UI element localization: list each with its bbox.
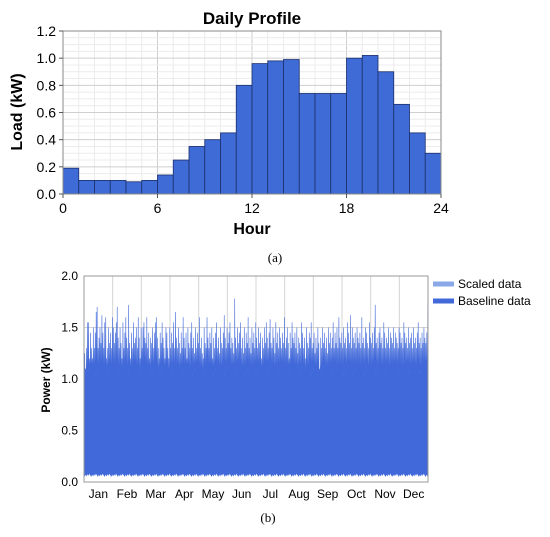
chart-a-y-tick-label: 0.6 — [37, 105, 57, 121]
chart-a-bar — [330, 93, 347, 195]
chart-a-x-tick-label: 24 — [433, 200, 449, 216]
chart-b-series — [83, 298, 429, 483]
chart-a-bar — [220, 132, 237, 195]
chart-a-bar — [267, 60, 284, 195]
caption-b: (b) — [260, 510, 275, 525]
chart-a-bar — [109, 180, 127, 195]
chart-b-x-tick-label: Aug — [288, 487, 309, 501]
chart-b-x-tick-label: Nov — [374, 487, 395, 501]
chart-a-y-tick-label: 1.2 — [37, 23, 57, 39]
chart-a-bar — [188, 146, 206, 195]
chart-b-x-tick-label: Dec — [403, 487, 424, 501]
chart-a-bar — [283, 59, 300, 195]
chart-a-x-tick-label: 0 — [59, 200, 67, 216]
chart-a-bar — [141, 180, 158, 195]
chart-a-bar — [424, 152, 442, 195]
chart-b-y-ticks: 0.0 0.5 1.0 1.5 2.0 — [61, 269, 78, 489]
chart-a-y-tick-label: 0.2 — [37, 159, 57, 175]
chart-a-y-ticks: 0.0 0.2 0.4 0.6 0.8 1.0 1.2 — [37, 23, 63, 202]
chart-a-bar — [125, 181, 143, 195]
legend-label-scaled: Scaled data — [458, 277, 522, 291]
chart-a-y-label: Load (kW) — [9, 73, 26, 150]
chart-b-y-tick-label: 1.0 — [61, 372, 78, 386]
chart-a-bar — [157, 174, 174, 195]
chart-b-x-tick-label: Apr — [175, 487, 194, 501]
chart-a-bar — [172, 159, 190, 195]
caption-a: (a) — [268, 250, 282, 265]
chart-a-bar — [62, 167, 80, 195]
chart-b-x-tick-label: Jun — [232, 487, 251, 501]
series-baseline-trough — [84, 473, 428, 482]
series-baseline-data — [83, 298, 429, 483]
legend-label-baseline: Baseline data — [458, 294, 531, 308]
chart-b-x-tick-label: Sep — [317, 487, 339, 501]
chart-a-bar — [251, 63, 269, 195]
chart-a-bars — [62, 55, 442, 195]
chart-b-x-tick-label: Mar — [145, 487, 166, 501]
chart-b-plot-frame — [83, 275, 429, 483]
chart-a-x-tick-label: 12 — [244, 200, 260, 216]
chart-b-y-tick-label: 0.0 — [61, 475, 78, 489]
chart-a-bar — [409, 132, 426, 195]
chart-b-legend: Scaled data Baseline data — [433, 277, 531, 308]
chart-a-bar — [78, 180, 95, 195]
chart-b-x-ticks: Jan Feb Mar Apr May Jun Jul Aug Sep Oct Nov Dec — [89, 487, 425, 501]
chart-b-x-tick-label: Feb — [117, 487, 138, 501]
chart-a-x-label: Hour — [233, 221, 270, 238]
chart-b-x-tick-label: May — [202, 487, 225, 501]
chart-b-x-tick-label: Oct — [347, 487, 366, 501]
chart-a-y-tick-label: 0.0 — [37, 186, 57, 202]
chart-b-y-label: Power (kW) — [39, 347, 53, 412]
chart-a-x-tick-label: 6 — [154, 200, 162, 216]
chart-a-title: Daily Profile — [203, 9, 301, 28]
daily-profile-chart: Daily Profile 0.0 0.2 0.4 0.6 0.8 1.0 1.2 0 6 12… — [9, 9, 449, 265]
chart-b-y-tick-label: 2.0 — [61, 269, 78, 283]
chart-a-x-tick-label: 18 — [339, 200, 355, 216]
annual-power-chart: 0.0 0.5 1.0 1.5 2.0 Jan Feb Mar Apr May Jun Jul Aug… — [39, 269, 531, 525]
chart-b-x-tick-label: Jul — [263, 487, 278, 501]
chart-a-y-tick-label: 0.4 — [37, 132, 57, 148]
chart-a-bar — [314, 93, 332, 195]
chart-a-x-ticks: 0 6 12 18 24 — [59, 194, 449, 216]
chart-a-bar — [298, 93, 316, 195]
chart-a-y-tick-label: 0.8 — [37, 77, 57, 93]
chart-a-bar — [346, 57, 363, 195]
chart-a-bar — [235, 84, 253, 195]
chart-b-x-tick-label: Jan — [89, 487, 108, 501]
chart-a-bar — [377, 71, 395, 195]
chart-a-bar — [361, 55, 379, 195]
chart-a-bar — [94, 180, 111, 195]
chart-b-y-tick-label: 1.5 — [61, 321, 78, 335]
chart-a-bar — [393, 103, 410, 195]
chart-a-bar — [204, 139, 221, 195]
chart-b-y-tick-label: 0.5 — [61, 424, 78, 438]
chart-a-y-tick-label: 1.0 — [37, 50, 57, 66]
